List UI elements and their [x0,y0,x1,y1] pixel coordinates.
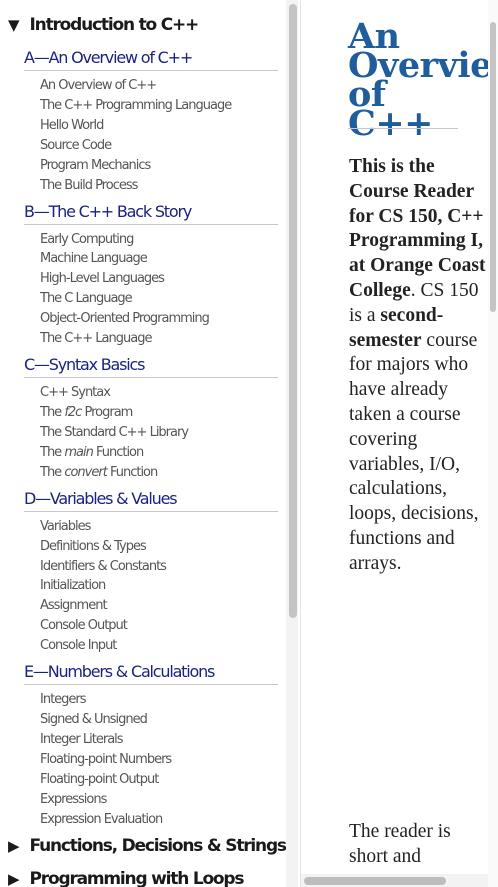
section-label: Functions, Decisions & Strings [29,836,288,856]
toc-item[interactable]: The Build Process [40,178,138,193]
toc-item[interactable]: The Standard C++ Library [40,425,189,440]
section-functions[interactable]: ▶ Functions, Decisions & Strings [8,833,288,859]
chapter-e-heading[interactable]: E—Numbers & Calculations [24,662,278,685]
toc-text: The [40,405,62,420]
triangle-right-icon: ▶ [8,837,20,855]
toc-text: Function [109,465,158,480]
title-line: C++ [348,103,434,144]
toc-item[interactable]: Initialization [40,578,106,593]
intro-paragraph: This is the Course Reader for CS 150, C+… [349,155,491,577]
toc-item[interactable]: Console Input [40,638,117,653]
toc-item[interactable]: Source Code [40,138,112,153]
toc-item[interactable]: Assignment [40,598,108,613]
sidebar-toc: ▼ Introduction to C++ A—An Overview of C… [8,0,301,887]
toc-item[interactable]: Floating-point Numbers [40,752,172,767]
toc-item[interactable]: The C++ Programming Language [40,98,232,113]
intro-text: . CS 150 is a [349,279,479,326]
content-pane: An Overvie of C++ This is the Course Rea… [301,0,498,887]
sidebar-scrollbar-thumb[interactable] [289,4,297,618]
title-divider [348,128,458,129]
toc-code: convert [64,465,107,480]
toc-item[interactable]: Signed & Unsigned [40,712,148,727]
toc-item[interactable]: The convert Function [40,463,158,482]
toc-text: Program [84,405,133,420]
chapter-b-heading[interactable]: B—The C++ Back Story [24,202,278,225]
chapter-c-heading[interactable]: C—Syntax Basics [24,355,278,378]
toc-text: Function [95,445,144,460]
toc-item[interactable]: Integer Literals [40,732,124,747]
toc-item[interactable]: The C++ Language [40,331,152,346]
chapter-d-heading[interactable]: D—Variables & Values [24,489,278,512]
horizontal-scrollbar-thumb[interactable] [304,877,446,885]
title-line: An [348,16,400,57]
content-scrollbar-track[interactable] [488,0,498,887]
toc-text: The [40,445,62,460]
toc-item[interactable]: Identifiers & Constants [40,559,167,574]
section-loops[interactable]: ▶ Programming with Loops [8,866,245,887]
toc-item[interactable]: Expressions [40,792,107,807]
toc-item[interactable]: C++ Syntax [40,385,111,400]
section-introduction[interactable]: ▼ Introduction to C++ [8,12,200,38]
triangle-down-icon: ▼ [8,16,20,34]
page-title: An Overvie of C++ [348,16,498,144]
toc-item[interactable]: Variables [40,519,91,534]
toc-item[interactable]: Integers [40,692,87,707]
chapter-a-heading[interactable]: A—An Overview of C++ [24,48,278,71]
toc-item[interactable]: An Overview of C++ [40,78,157,93]
toc-item[interactable]: The main Function [40,443,144,462]
intro-bold: second-semester [349,304,444,351]
section-label: Introduction to C++ [29,15,200,35]
toc-item[interactable]: Program Mechanics [40,158,151,173]
intro-text: course for majors who have already taken… [349,329,479,574]
toc-item[interactable]: Floating-point Output [40,772,159,787]
toc-item[interactable]: Machine Language [40,251,148,266]
triangle-right-icon: ▶ [8,870,20,887]
toc-code: f2c [64,405,82,420]
toc-item[interactable]: Object-Oriented Programming [40,311,210,326]
toc-item[interactable]: High-Level Languages [40,271,165,286]
second-paragraph: The reader is short and [349,821,451,867]
toc-item[interactable]: Definitions & Types [40,539,147,554]
title-line: Overvie [348,45,492,86]
title-line: of [348,74,386,115]
intro-bold: This is the Course Reader for CS 150, C+… [349,156,486,301]
toc-item[interactable]: The f2c Program [40,403,133,422]
toc-item[interactable]: Early Computing [40,232,134,247]
toc-text: The [40,465,62,480]
toc-item[interactable]: Console Output [40,618,128,633]
content-scrollbar-thumb[interactable] [490,22,496,312]
toc-item[interactable]: Expression Evaluation [40,812,163,827]
section-label: Programming with Loops [29,869,245,887]
toc-item[interactable]: Hello World [40,118,104,133]
toc-item[interactable]: The C Language [40,291,133,306]
toc-code: main [64,445,94,460]
